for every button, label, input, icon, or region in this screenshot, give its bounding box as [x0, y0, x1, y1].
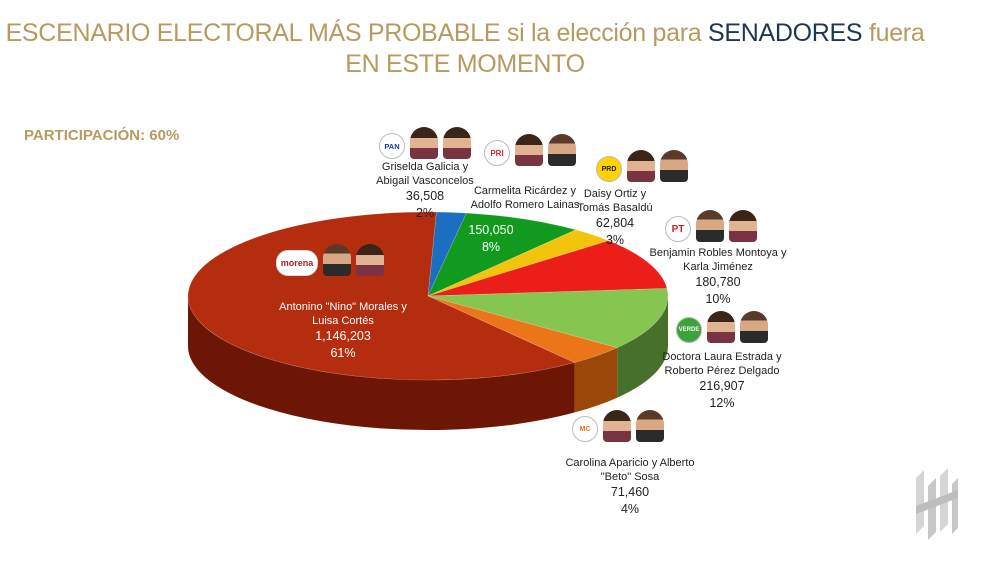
candidate-photo-icon: [636, 410, 664, 442]
candidate-photo-icon: [696, 210, 724, 242]
candidate-photo-icon: [729, 210, 757, 242]
pie-side-verde: [617, 296, 668, 398]
pie-slice-pan: [427, 211, 467, 297]
mc-logo-icon: MC: [572, 416, 598, 442]
label-morena: Antonino "Nino" Morales y Luisa Cortés 1…: [279, 301, 407, 360]
pt-candidates-icons: PT: [665, 210, 757, 242]
brand-logo-icon: [916, 468, 958, 540]
pie-slice-pri: [427, 212, 577, 297]
pie-slice-prd: [427, 229, 610, 297]
pie-slice-pt: [427, 240, 668, 297]
label-pan: Griselda Galicia y Abigail Vasconcelos 3…: [376, 161, 474, 220]
chart-title: ESCENARIO ELECTORAL MÁS PROBABLE si la e…: [0, 18, 930, 80]
candidate-photo-icon: [603, 410, 631, 442]
pie-side-morena: [188, 296, 575, 431]
pie-sides: [188, 296, 668, 431]
pie-slice-verde: [427, 288, 669, 349]
morena-candidates-icons: morena: [276, 244, 384, 276]
label-pri-values: 150,050 8%: [468, 223, 514, 254]
label-pt: Benjamin Robles Montoya y Karla Jiménez …: [649, 247, 787, 306]
candidate-photo-icon: [410, 127, 438, 159]
prd-candidates-icons: PRD: [596, 150, 688, 182]
candidate-photo-icon: [515, 134, 543, 166]
label-pri-name: Carmelita Ricárdez y Adolfo Romero Laina…: [470, 185, 580, 211]
pan-logo-icon: PAN: [379, 133, 405, 159]
participation-label: PARTICIPACIÓN: 60%: [24, 127, 180, 144]
title-highlight: SENADORES: [708, 19, 863, 47]
verde-logo-icon: VERDE: [676, 317, 702, 343]
morena-logo-icon: morena: [276, 250, 318, 276]
label-mc: Carolina Aparicio y Alberto "Beto" Sosa …: [565, 457, 695, 516]
candidate-photo-icon: [660, 150, 688, 182]
candidate-photo-icon: [443, 127, 471, 159]
pri-candidates-icons: PRI: [484, 134, 576, 166]
pri-logo-icon: PRI: [484, 140, 510, 166]
title-line-1: ESCENARIO ELECTORAL MÁS PROBABLE si la e…: [5, 19, 925, 47]
candidate-photo-icon: [627, 150, 655, 182]
pie-slice-mc: [427, 295, 619, 363]
title-line-2: EN ESTE MOMENTO: [345, 50, 585, 78]
pie-side-mc: [574, 347, 618, 413]
candidate-photo-icon: [740, 311, 768, 343]
prd-logo-icon: PRD: [596, 156, 622, 182]
pan-candidates-icons: PAN: [379, 127, 471, 159]
label-prd: Daisy Ortiz y Tomás Basaldú 62,804 3%: [577, 188, 653, 247]
label-verde: Doctora Laura Estrada y Roberto Pérez De…: [662, 351, 782, 410]
mc-candidates-icons: MC: [572, 410, 664, 442]
candidate-photo-icon: [707, 311, 735, 343]
candidate-photo-icon: [356, 244, 384, 276]
candidate-photo-icon: [548, 134, 576, 166]
pt-logo-icon: PT: [665, 216, 691, 242]
verde-candidates-icons: VERDE: [676, 311, 768, 343]
candidate-photo-icon: [323, 244, 351, 276]
